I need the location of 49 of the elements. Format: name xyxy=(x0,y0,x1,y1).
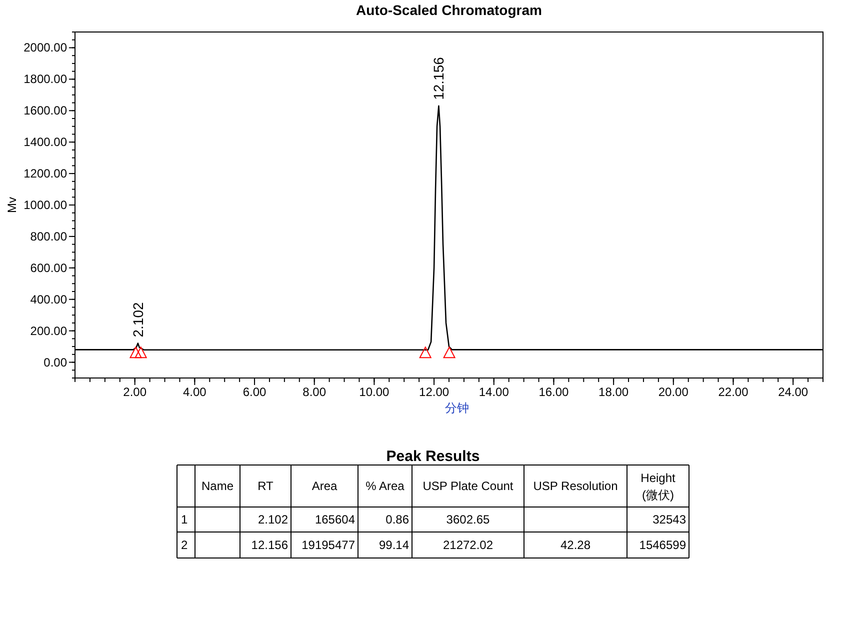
text: 165604 xyxy=(314,512,355,526)
category-label: USP Resolution xyxy=(533,479,618,493)
text: 99.14 xyxy=(378,538,409,552)
category-label: Height (微伏) xyxy=(640,471,676,502)
text: 19195477 xyxy=(302,538,355,552)
y-tick-label: 600.00 xyxy=(30,260,68,275)
text: 32543 xyxy=(652,512,686,526)
x-tick-label: 16.00 xyxy=(538,385,570,399)
text: 2.102 xyxy=(258,512,288,526)
category-label: USP Plate Count xyxy=(422,479,514,493)
x-axis-title: 分钟 xyxy=(445,401,469,415)
x-tick-label: 20.00 xyxy=(658,385,689,399)
category-label: RT xyxy=(258,479,274,493)
text: 21272.02 xyxy=(442,538,494,552)
y-tick-label: 800.00 xyxy=(30,229,68,244)
category-label: Name xyxy=(201,479,234,493)
x-tick-label: 4.00 xyxy=(183,385,207,399)
y-tick-label: 400.00 xyxy=(30,292,68,306)
x-tick-label: 2.00 xyxy=(123,385,147,399)
x-tick-label: 24.00 xyxy=(778,385,808,399)
x-tick-label: 18.00 xyxy=(598,385,629,399)
annotation: 12.156 xyxy=(430,56,447,100)
x-tick-label: 8.00 xyxy=(302,385,326,399)
y-tick-label: 1400.00 xyxy=(24,135,68,150)
chart-title: Auto-Scaled Chromatogram xyxy=(356,2,542,18)
x-tick-label: 14.00 xyxy=(478,385,510,399)
text: 1546599 xyxy=(639,538,686,552)
text: Peak Results xyxy=(386,448,480,465)
y-tick-label: 200.00 xyxy=(30,324,68,338)
y-tick-label: 1800.00 xyxy=(24,72,68,86)
text: 0.86 xyxy=(386,512,409,526)
x-tick-label: 22.00 xyxy=(718,385,749,399)
x-tick-label: 12.00 xyxy=(419,385,450,399)
category-label: Area xyxy=(312,479,338,493)
y-tick-label: 1600.00 xyxy=(24,104,68,118)
y-tick-label: 1000.00 xyxy=(24,198,68,212)
y-axis-title: Mv xyxy=(5,197,19,213)
category-label: 1 xyxy=(181,512,188,526)
y-tick-label: 0.00 xyxy=(44,355,68,370)
text: 3602.65 xyxy=(446,512,490,526)
text: 12.156 xyxy=(251,538,288,552)
annotation: 2.102 xyxy=(130,302,146,338)
y-tick-label: 1200.00 xyxy=(24,166,68,181)
text: 42.28 xyxy=(560,538,591,552)
x-tick-label: 6.00 xyxy=(242,385,267,399)
x-tick-label: 10.00 xyxy=(359,385,390,399)
category-label: % Area xyxy=(366,479,405,493)
y-tick-label: 2000.00 xyxy=(24,40,68,55)
category-label: 2 xyxy=(181,538,188,552)
